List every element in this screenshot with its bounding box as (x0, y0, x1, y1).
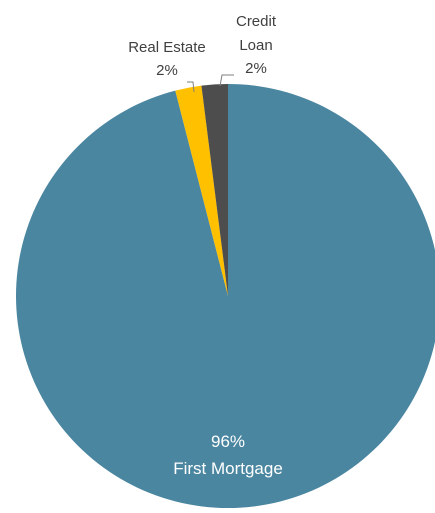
data-label-value-credit-loan: 2% (245, 60, 267, 77)
leader-line-real-estate (187, 81, 195, 93)
pie-slices (16, 84, 435, 508)
data-label-name-first-mortgage: First Mortgage (173, 459, 283, 478)
pie-slice-real-estate (175, 85, 228, 296)
leader-lines (187, 74, 234, 93)
data-labels: 96% First Mortgage Real Estate 2% Credit Loan… (128, 13, 283, 478)
leader-line-credit-loan (219, 74, 234, 87)
pie-slice-credit-loan (201, 84, 228, 296)
data-label-name-credit-loan-line1: Credit (236, 13, 277, 30)
pie-slice-first-mortgage (16, 84, 435, 508)
data-label-name-credit-loan-line2: Loan (239, 37, 272, 54)
data-label-value-real-estate: 2% (156, 62, 178, 79)
data-label-value-first-mortgage: 96% (211, 432, 245, 451)
data-label-name-real-estate: Real Estate (128, 39, 206, 56)
